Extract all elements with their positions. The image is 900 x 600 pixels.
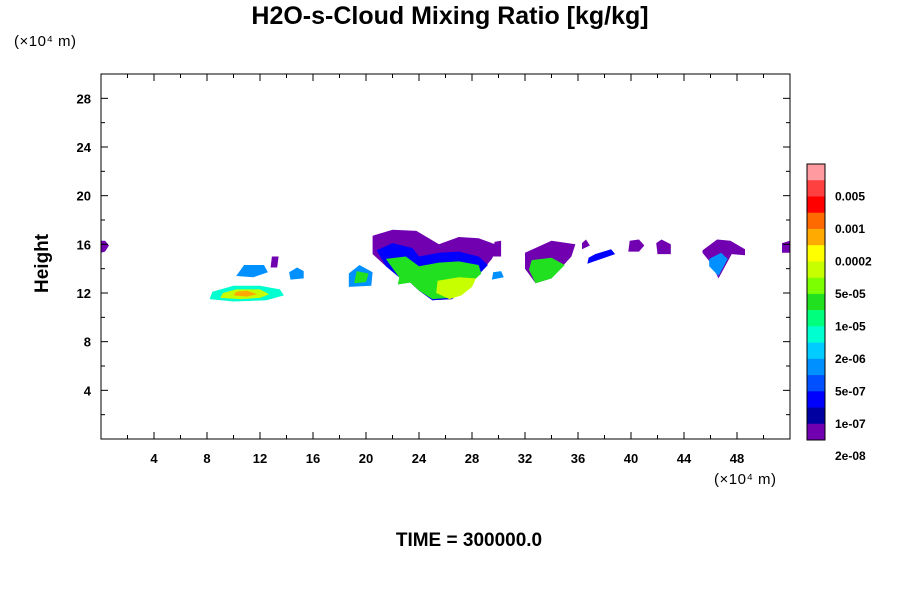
colorbar-swatch (807, 293, 825, 311)
cloud-region-15 (491, 271, 504, 280)
cloud-region-0 (101, 240, 109, 253)
cloud-region-4 (236, 265, 268, 278)
y-axis-unit: (×10⁴ m) (14, 33, 77, 50)
colorbar-swatch (807, 391, 825, 408)
y-tick-label: 4 (84, 383, 92, 398)
colorbar-swatch (807, 228, 825, 246)
colorbar-swatch (807, 310, 825, 327)
colorbar-label: 1e-07 (835, 417, 866, 431)
colorbar-swatch (807, 196, 825, 214)
x-tick-label: 28 (465, 451, 479, 466)
cloud-region-13 (397, 269, 414, 285)
data-regions (101, 229, 790, 302)
cloud-region-20 (628, 239, 645, 252)
colorbar-swatch (807, 212, 825, 230)
colorbar-label: 5e-07 (835, 384, 866, 398)
colorbar-swatch (807, 277, 825, 295)
colorbar-swatch (807, 261, 825, 278)
time-label: TIME = 300000.0 (395, 530, 543, 551)
colorbar-label: 1e-05 (835, 319, 866, 333)
cloud-region-3 (233, 290, 258, 297)
x-axis-ticks: 4 8 12 16 20 24 28 32 36 40 44 48 (127, 74, 764, 466)
cloud-region-8 (354, 271, 369, 284)
cloud-region-5 (270, 256, 279, 268)
colorbar-swatch (807, 180, 825, 197)
colorbar-swatch (807, 164, 825, 181)
colorbar-label: 2e-06 (835, 352, 866, 366)
colorbar-swatch (807, 245, 825, 262)
cloud-region-24 (782, 240, 790, 253)
chart-title: H2O-s-Cloud Mixing Ratio [kg/kg] (251, 2, 649, 30)
y-tick-label: 8 (84, 335, 91, 350)
x-tick-label: 8 (203, 451, 210, 466)
cloud-region-19 (587, 249, 616, 264)
y-tick-label: 16 (77, 237, 91, 252)
cloud-region-12 (436, 277, 476, 300)
y-tick-label: 28 (77, 91, 91, 106)
x-tick-label: 24 (412, 451, 427, 466)
colorbar-swatch (807, 326, 825, 343)
colorbar-label: 5e-05 (835, 287, 866, 301)
y-tick-label: 20 (77, 189, 91, 204)
x-tick-label: 48 (730, 451, 744, 466)
y-axis-ticks: 4 8 12 16 20 24 28 (77, 91, 790, 416)
x-tick-label: 44 (677, 451, 692, 466)
colorbar-label: 0.001 (835, 222, 865, 236)
x-axis-unit: (×10⁴ m) (714, 471, 777, 488)
colorbar-swatch (807, 407, 825, 425)
colorbar-swatch (807, 375, 825, 392)
y-tick-label: 12 (77, 286, 91, 301)
x-tick-label: 36 (571, 451, 585, 466)
colorbar-label: 0.0002 (835, 254, 872, 268)
cloud-region-18 (582, 239, 590, 250)
x-tick-label: 20 (359, 451, 373, 466)
y-tick-label: 24 (77, 140, 92, 155)
colorbar-frame (806, 163, 826, 441)
x-tick-label: 16 (306, 451, 320, 466)
x-tick-label: 4 (150, 451, 158, 466)
colorbar-label: 0.005 (835, 189, 865, 203)
colorbar-label: 2e-08 (835, 449, 866, 463)
colorbar-swatch (807, 342, 825, 360)
cloud-region-17 (529, 257, 565, 284)
cloud-region-23 (709, 252, 728, 276)
x-tick-label: 32 (518, 451, 532, 466)
x-tick-label: 40 (624, 451, 638, 466)
x-tick-label: 12 (253, 451, 267, 466)
colorbar-swatch (807, 423, 825, 441)
cloud-region-21 (656, 239, 671, 255)
cloud-region-14 (493, 240, 502, 257)
colorbar: 0.005 0.001 0.0002 5e-05 1e-05 2e-06 5e-07 1e-0… (806, 163, 872, 463)
cloud-region-6 (289, 267, 304, 280)
colorbar-swatch (807, 358, 825, 376)
